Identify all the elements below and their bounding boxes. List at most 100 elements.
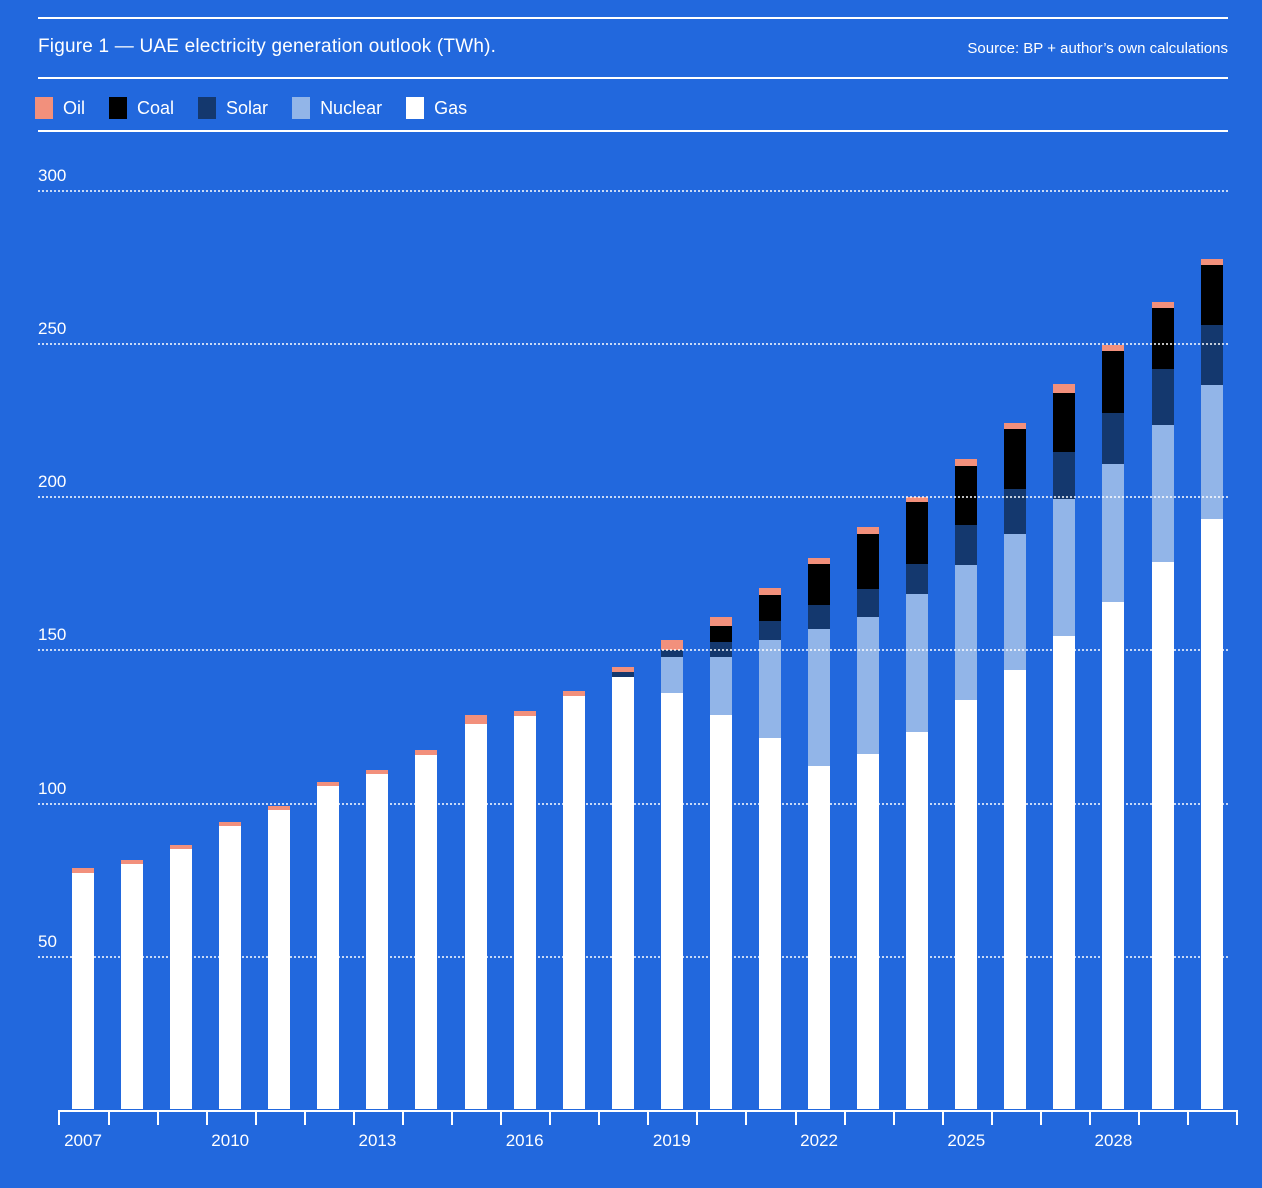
x-axis-tick bbox=[647, 1112, 650, 1125]
legend-swatch-gas bbox=[406, 97, 425, 119]
bar-2023-solar-segment bbox=[857, 589, 880, 618]
x-axis-label-2019: 2019 bbox=[652, 1131, 691, 1150]
x-axis-label-2010: 2010 bbox=[211, 1131, 250, 1150]
bar-2009-oil-segment bbox=[170, 844, 193, 849]
bar-2029-coal-segment bbox=[1151, 307, 1174, 370]
figure-title: Figure 1 — UAE electricity generation ou… bbox=[38, 36, 497, 57]
bar-2016-gas-segment bbox=[513, 715, 536, 1109]
bar-2015-oil-segment bbox=[464, 714, 487, 724]
bar-2030-oil-segment bbox=[1200, 259, 1223, 265]
bar-2030-coal-segment bbox=[1200, 264, 1223, 326]
bar-2023-oil-segment bbox=[857, 527, 880, 534]
legend-label-oil: Oil bbox=[63, 97, 85, 118]
bar-2027-oil-segment bbox=[1053, 384, 1076, 394]
legend-swatch-solar bbox=[198, 97, 217, 119]
bar-2025-solar-segment bbox=[955, 525, 978, 566]
bar-2022-gas-segment bbox=[808, 766, 831, 1109]
bar-2007-gas-segment bbox=[72, 873, 94, 1109]
bar-2024-gas-segment bbox=[906, 732, 929, 1109]
x-axis-tick bbox=[107, 1112, 110, 1125]
legend-label-solar: Solar bbox=[226, 97, 269, 118]
y-axis-label-150: 150 bbox=[38, 625, 67, 645]
x-axis-tick bbox=[1236, 1112, 1239, 1125]
bar-2021-solar-segment bbox=[758, 620, 781, 641]
bar-2010-gas-segment bbox=[219, 825, 242, 1109]
bar-2008-gas-segment bbox=[121, 863, 144, 1109]
legend-label-gas: Gas bbox=[434, 97, 468, 118]
bar-2014-gas-segment bbox=[415, 755, 438, 1109]
bar-2019-gas-segment bbox=[660, 692, 683, 1109]
x-axis-tick bbox=[696, 1112, 699, 1125]
bar-2021-oil-segment bbox=[758, 588, 781, 595]
gridline-250 bbox=[38, 343, 1228, 345]
x-axis-line bbox=[58, 1110, 1239, 1112]
x-axis-label-2022: 2022 bbox=[800, 1131, 838, 1150]
x-axis-tick bbox=[1187, 1112, 1190, 1125]
x-axis-tick bbox=[58, 1112, 61, 1125]
bar-2012-oil-segment bbox=[317, 782, 340, 787]
header-divider-rule bbox=[38, 77, 1228, 79]
x-axis-label-2016: 2016 bbox=[505, 1131, 544, 1150]
x-axis-label-2025: 2025 bbox=[947, 1131, 986, 1150]
x-axis-tick bbox=[990, 1112, 993, 1125]
bar-2030-gas-segment bbox=[1200, 519, 1223, 1109]
bar-2011-oil-segment bbox=[268, 806, 291, 811]
x-axis-tick bbox=[156, 1112, 159, 1125]
legend-item-nuclear: Nuclear bbox=[292, 97, 382, 119]
x-axis-tick bbox=[941, 1112, 944, 1125]
bar-2011-gas-segment bbox=[268, 810, 291, 1109]
bar-2007-oil-segment bbox=[72, 867, 94, 874]
gridline-200 bbox=[38, 496, 1228, 499]
bar-2016-oil-segment bbox=[513, 710, 536, 716]
bar-2009-gas-segment bbox=[170, 848, 193, 1109]
y-axis-label-100: 100 bbox=[38, 778, 67, 798]
y-axis-label-200: 200 bbox=[38, 472, 67, 492]
bar-2013-oil-segment bbox=[366, 770, 389, 775]
x-axis-tick bbox=[303, 1112, 306, 1125]
bar-2023-coal-segment bbox=[857, 533, 880, 590]
bar-2018-oil-segment bbox=[611, 667, 634, 672]
bar-2024-nuclear-segment bbox=[906, 594, 929, 733]
bar-2024-oil-segment bbox=[906, 497, 929, 503]
bar-2025-oil-segment bbox=[955, 458, 978, 467]
bar-2022-oil-segment bbox=[808, 557, 831, 564]
gridline-300 bbox=[38, 189, 1228, 192]
x-axis-label-2028: 2028 bbox=[1094, 1131, 1133, 1150]
legend-divider-rule bbox=[38, 130, 1228, 132]
bar-2029-gas-segment bbox=[1151, 561, 1174, 1109]
legend-label-nuclear: Nuclear bbox=[320, 97, 383, 118]
bar-2029-solar-segment bbox=[1151, 369, 1174, 425]
bar-2026-oil-segment bbox=[1004, 423, 1027, 429]
bar-2026-gas-segment bbox=[1004, 669, 1027, 1109]
bar-2018-solar-segment bbox=[611, 671, 634, 677]
bar-2022-nuclear-segment bbox=[808, 629, 831, 767]
legend-swatch-coal bbox=[109, 97, 127, 119]
x-axis-tick bbox=[598, 1112, 601, 1125]
top-rule bbox=[38, 17, 1228, 19]
bar-2027-gas-segment bbox=[1053, 636, 1076, 1109]
bar-2022-solar-segment bbox=[808, 605, 831, 630]
bar-2012-gas-segment bbox=[317, 786, 340, 1109]
bar-2025-gas-segment bbox=[955, 699, 978, 1109]
bar-2025-nuclear-segment bbox=[955, 565, 978, 700]
bar-2030-nuclear-segment bbox=[1200, 384, 1223, 520]
bar-2027-solar-segment bbox=[1053, 451, 1076, 500]
bar-2019-solar-segment bbox=[660, 650, 683, 658]
x-axis-tick bbox=[892, 1112, 895, 1125]
bar-2020-coal-segment bbox=[709, 626, 732, 643]
bar-2027-coal-segment bbox=[1053, 393, 1076, 452]
x-axis-tick bbox=[401, 1112, 404, 1125]
bar-2021-coal-segment bbox=[758, 594, 781, 621]
bar-2023-gas-segment bbox=[857, 754, 880, 1109]
legend-item-gas: Gas bbox=[406, 97, 467, 119]
legend-label-coal: Coal bbox=[137, 97, 175, 118]
y-axis-label-300: 300 bbox=[38, 165, 67, 185]
y-axis-label-50: 50 bbox=[38, 931, 57, 951]
bar-2024-coal-segment bbox=[906, 502, 929, 564]
legend-item-oil: Oil bbox=[35, 97, 85, 119]
chart-legend: Oil Coal Solar Nuclear Gas bbox=[35, 95, 467, 121]
bar-2026-solar-segment bbox=[1004, 489, 1027, 534]
bar-2017-gas-segment bbox=[562, 695, 585, 1109]
